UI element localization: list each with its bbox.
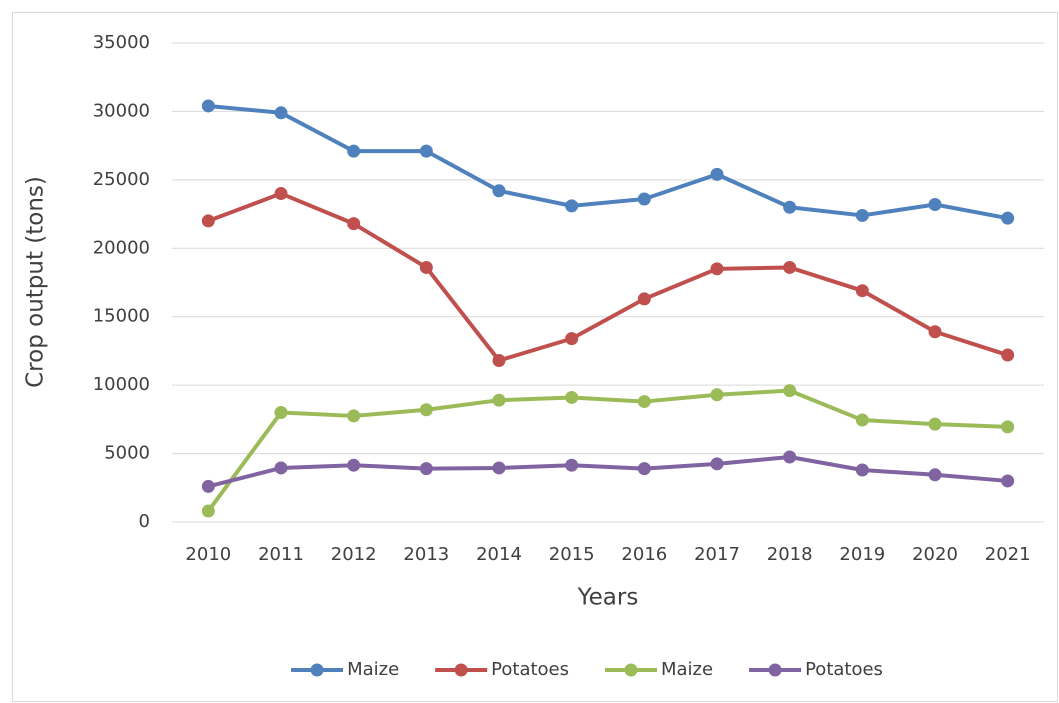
x-tick-label: 2010 (185, 544, 231, 565)
data-point (710, 388, 724, 402)
data-point (637, 192, 651, 206)
series-line (206, 388, 1008, 513)
data-point (855, 463, 869, 477)
data-point (928, 325, 942, 339)
data-point (492, 354, 506, 368)
data-point (347, 217, 361, 231)
series-line (208, 103, 1009, 221)
data-point (419, 144, 433, 158)
y-tick-label: 25000 (93, 169, 150, 190)
data-point (1001, 211, 1015, 225)
data-point (710, 167, 724, 181)
legend-marker (454, 663, 468, 677)
data-point (928, 417, 942, 431)
x-axis-title: Years (577, 585, 639, 611)
data-point (565, 199, 579, 213)
x-tick-label: 2012 (331, 544, 377, 565)
data-point (637, 462, 651, 476)
x-tick-label: 2018 (767, 544, 813, 565)
y-tick-label: 5000 (104, 443, 150, 464)
data-point (565, 390, 579, 404)
data-point (419, 462, 433, 476)
chart-border (12, 12, 1058, 702)
data-point (347, 144, 361, 158)
x-tick-label: 2011 (258, 544, 304, 565)
legend-marker (310, 663, 324, 677)
x-tick-label: 2014 (476, 544, 522, 565)
data-point (492, 461, 506, 475)
y-tick-label: 20000 (93, 237, 150, 258)
data-point (274, 461, 288, 475)
legend-label: Potatoes (491, 659, 569, 680)
y-tick-label: 0 (139, 511, 150, 532)
data-point (783, 200, 797, 214)
y-tick-label: 30000 (93, 100, 150, 121)
x-tick-label: 2021 (985, 544, 1031, 565)
data-point (1001, 348, 1015, 362)
series-line (207, 454, 1008, 489)
data-point (274, 187, 288, 201)
x-tick-label: 2020 (912, 544, 958, 565)
x-tick-label: 2019 (839, 544, 885, 565)
data-point (274, 106, 288, 120)
x-tick-label: 2013 (403, 544, 449, 565)
data-point (201, 99, 215, 113)
y-tick-label: 35000 (93, 32, 150, 53)
x-tick-label: 2015 (549, 544, 595, 565)
data-point (347, 409, 361, 423)
data-point (710, 262, 724, 276)
data-point (855, 208, 869, 222)
y-axis-title: Crop output (tons) (23, 176, 49, 388)
data-point (855, 284, 869, 298)
data-point (637, 395, 651, 409)
data-point (565, 458, 579, 472)
data-point (928, 468, 942, 482)
data-point (783, 260, 797, 274)
data-point (419, 403, 433, 417)
y-tick-label: 15000 (93, 306, 150, 327)
data-point (855, 413, 869, 427)
data-point (637, 292, 651, 306)
legend-label: Potatoes (805, 659, 883, 680)
data-point (783, 450, 797, 464)
data-point (710, 457, 724, 471)
x-tick-label: 2016 (621, 544, 667, 565)
data-point (928, 197, 942, 211)
legend-marker (624, 663, 638, 677)
x-tick-label: 2017 (694, 544, 740, 565)
data-point (201, 479, 215, 493)
legend-label: Maize (347, 659, 399, 680)
data-point (347, 458, 361, 472)
legend-marker (768, 663, 782, 677)
data-point (201, 504, 215, 518)
series-line (207, 191, 1009, 363)
data-point (419, 260, 433, 274)
legend-label: Maize (661, 659, 713, 680)
data-point (1001, 474, 1015, 488)
y-tick-label: 10000 (93, 374, 150, 395)
data-point (1001, 420, 1015, 434)
data-point (492, 393, 506, 407)
data-point (783, 384, 797, 398)
data-point (492, 184, 506, 198)
data-point (565, 332, 579, 346)
data-point (201, 214, 215, 228)
data-point (274, 406, 288, 420)
